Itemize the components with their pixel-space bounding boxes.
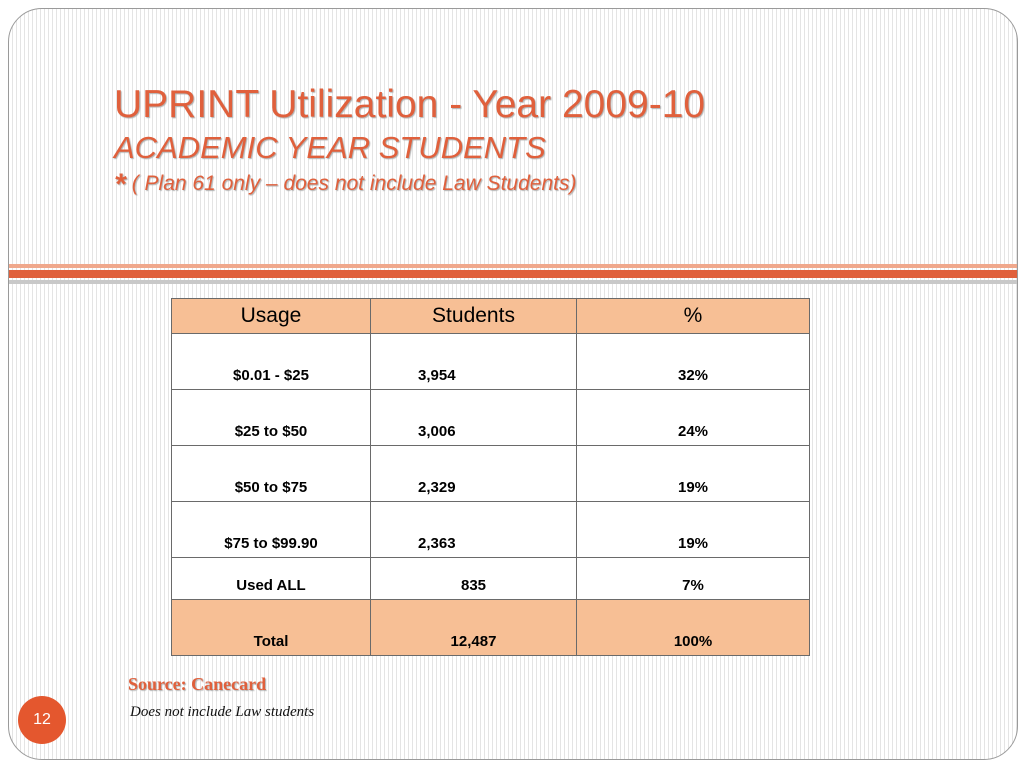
cell-students-value: 2,363 [418,535,456,552]
table-row: Used ALL 835 7% [171,557,810,600]
cell-usage: $75 to $99.90 [171,501,371,558]
cell-percent: 7% [576,557,810,600]
header-students: Students [370,298,577,334]
asterisk-icon: * [114,168,126,201]
cell-students: 2,329 [370,445,577,502]
title-subtitle: ACADEMIC YEAR STUDENTS [114,130,546,165]
cell-percent: 19% [576,501,810,558]
cell-usage: Total [171,599,371,656]
table-total-row: Total 12,487 100% [171,599,810,656]
cell-students-value: 3,954 [418,367,456,384]
cell-students: 3,954 [370,333,577,390]
divider-band-light [9,264,1017,268]
cell-usage: $0.01 - $25 [171,333,371,390]
page-number-badge: 12 [18,696,66,744]
cell-students: 835 [370,557,577,600]
table-row: $75 to $99.90 2,363 19% [171,501,810,558]
cell-students: 12,487 [370,599,577,656]
divider-band-grey [9,280,1017,284]
cell-percent: 24% [576,389,810,446]
cell-percent: 100% [576,599,810,656]
cell-percent: 19% [576,445,810,502]
title-main: UPRINT Utilization - Year 2009-10 [114,83,706,126]
slide-title: UPRINT Utilization - Year 2009-10 ACADEM… [114,81,974,202]
cell-usage: $50 to $75 [171,445,371,502]
header-percent: % [576,298,810,334]
footnote: Does not include Law students [130,704,315,720]
header-usage: Usage [171,298,371,334]
cell-students-value: 2,329 [418,479,456,496]
table-header-row: Usage Students % [171,298,810,334]
cell-usage: Used ALL [171,557,371,600]
usage-table: Usage Students % $0.01 - $25 3,954 32% $… [171,298,810,656]
title-note-text: ( Plan 61 only – does not include Law St… [131,172,577,195]
cell-students: 3,006 [370,389,577,446]
table-row: $0.01 - $25 3,954 32% [171,333,810,390]
title-note: *( Plan 61 only – does not include Law S… [114,167,974,202]
source-label: Source: Canecard [128,674,267,694]
cell-usage: $25 to $50 [171,389,371,446]
cell-students: 2,363 [370,501,577,558]
cell-percent: 32% [576,333,810,390]
table-row: $25 to $50 3,006 24% [171,389,810,446]
divider-band-main [9,270,1017,278]
cell-students-value: 3,006 [418,423,456,440]
table-row: $50 to $75 2,329 19% [171,445,810,502]
